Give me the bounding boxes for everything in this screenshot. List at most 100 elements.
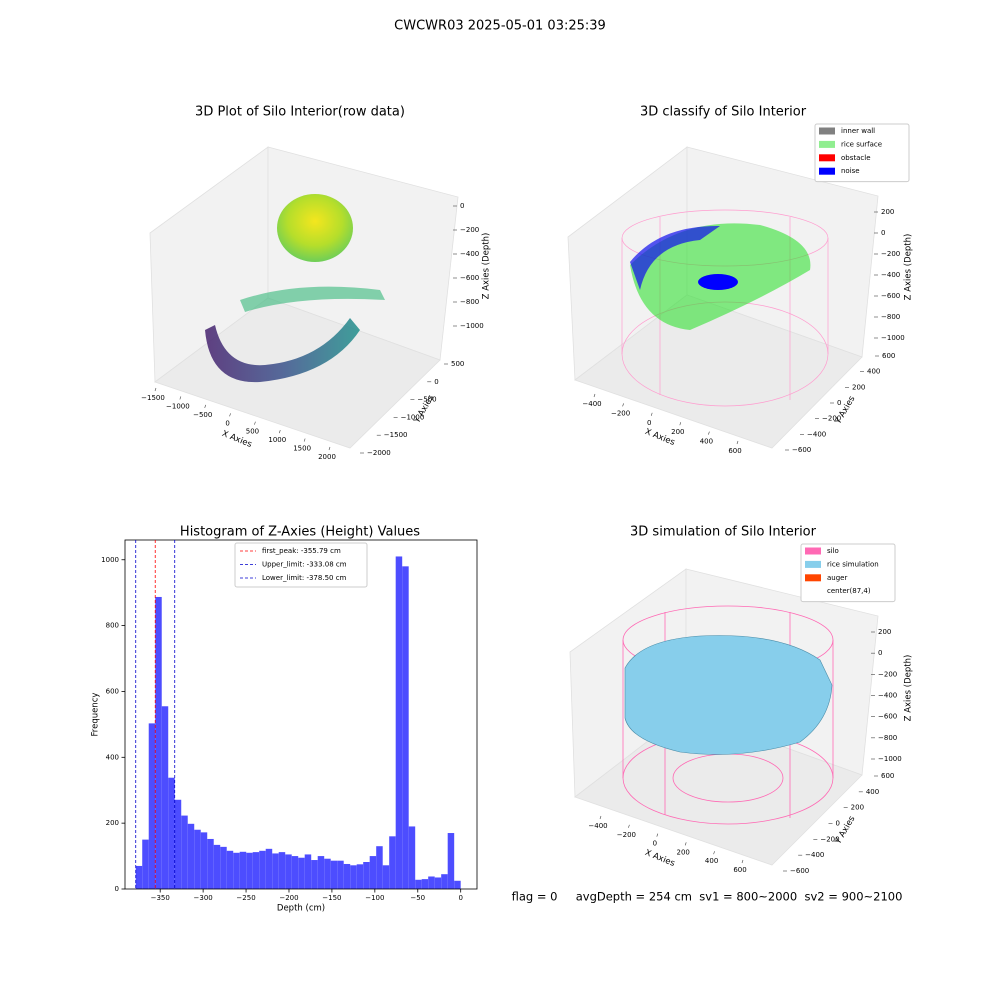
y-tick-label: 1000 (101, 556, 119, 564)
x-tick-mark (741, 859, 744, 864)
x-tick-label: −400 (588, 822, 607, 830)
y-tick-label: 200 (106, 819, 119, 827)
x-tick-label: −1000 (166, 402, 190, 410)
y-tick-label: 200 (852, 383, 865, 391)
x-tick-mark (599, 815, 602, 820)
x-tick-mark (628, 824, 630, 828)
histogram-bar (135, 865, 143, 889)
x-tick-mark (622, 403, 624, 407)
histogram-bar (239, 851, 247, 889)
legend-label: Lower_limit: -378.50 cm (262, 574, 347, 582)
histogram-bar (291, 856, 299, 889)
z-tick-label: −800 (878, 734, 897, 742)
histogram-bar (428, 876, 435, 889)
z-axis-label: Z Axies (Depth) (482, 233, 492, 300)
y-tick-label: 600 (881, 772, 894, 780)
legend-label: auger (827, 574, 847, 582)
histogram-bar (421, 879, 429, 889)
y-tick-label: 500 (451, 360, 464, 368)
x-tick-label: 400 (705, 857, 718, 865)
legend-patch (805, 560, 821, 568)
x-tick-mark (684, 842, 687, 846)
x-tick-label: −100 (365, 894, 384, 902)
histogram-bar (161, 706, 169, 889)
x-tick-label: −200 (617, 831, 636, 839)
x-tick-label: 600 (728, 447, 741, 455)
histogram-bar (187, 823, 195, 889)
chart-title: 3D classify of Silo Interior (640, 105, 807, 120)
histogram-bar (395, 556, 403, 889)
histogram-bar (447, 833, 455, 889)
legend-patch (819, 154, 835, 162)
x-tick-label: −250 (236, 894, 255, 902)
legend-patch (819, 127, 835, 135)
legend-label: silo (827, 547, 839, 555)
x-tick-mark (303, 438, 306, 442)
histogram-bar (246, 852, 253, 889)
x-tick-label: 200 (677, 848, 690, 856)
z-axis-label: Z Axies (Depth) (904, 655, 914, 722)
legend-label: first_peak: -355.79 cm (262, 547, 341, 555)
histogram-bar (155, 596, 162, 889)
histogram-bar (356, 864, 364, 889)
z-tick-label: −800 (460, 298, 479, 306)
legend-patch (805, 547, 821, 555)
y-tick-label: 0 (837, 399, 841, 407)
z-tick-label: −400 (878, 692, 897, 700)
y-tick-label: −600 (792, 446, 811, 454)
x-tick-mark (254, 421, 256, 425)
y-tick-label: 400 (866, 788, 879, 796)
x-tick-label: −400 (582, 400, 601, 408)
y-axis-label: Frequency (91, 693, 101, 737)
legend-box (234, 542, 368, 588)
status-text: flag = 0 avgDepth = 254 cm sv1 = 800~200… (512, 890, 903, 904)
y-tick-label: 0 (115, 885, 119, 893)
chart-title: Histogram of Z-Axies (Height) Values (180, 525, 420, 540)
plot-frame (124, 539, 478, 890)
histogram-bar (142, 839, 149, 889)
y-tick-label: −200 (822, 415, 841, 423)
x-tick-label: 0 (458, 894, 462, 902)
y-tick-label: 600 (882, 352, 895, 360)
histogram-bar (441, 874, 448, 889)
x-tick-label: 2000 (318, 453, 336, 461)
histogram-bar (382, 865, 390, 889)
z-tick-label: −200 (881, 250, 900, 258)
histogram-bar (415, 879, 422, 889)
point-cloud (205, 194, 385, 383)
z-tick-label: −1000 (881, 334, 905, 342)
legend-label: rice surface (841, 140, 882, 148)
x-tick-label: 0 (225, 419, 229, 427)
histogram-bar (350, 865, 357, 889)
histogram-bar (285, 854, 292, 889)
x-tick-mark (328, 446, 331, 451)
x-tick-label: 1500 (293, 445, 311, 453)
histogram-bar (265, 848, 273, 889)
z-tick-label: 0 (460, 202, 464, 210)
y-tick-label: 400 (867, 368, 880, 376)
histogram-bar (259, 850, 266, 889)
z-tick-label: −200 (878, 670, 897, 678)
y-tick-label: −1500 (384, 431, 408, 439)
histogram-bar (226, 850, 234, 889)
y-tick-label: −1000 (401, 413, 425, 421)
z-tick-label: −1000 (460, 322, 484, 330)
x-tick-label: 500 (246, 428, 259, 436)
histogram-bar (304, 854, 312, 889)
y-tick-label: 600 (106, 687, 119, 695)
x-tick-label: −500 (193, 411, 212, 419)
x-tick-mark (708, 431, 710, 435)
histogram-bar (389, 836, 396, 889)
y-tick-label: 200 (851, 804, 864, 812)
legend-label: obstacle (841, 154, 871, 162)
x-tick-mark (179, 396, 182, 400)
legend-patch (805, 574, 821, 582)
y-tick-label: −500 (417, 396, 436, 404)
legend-label: inner wall (841, 127, 875, 135)
x-tick-mark (154, 387, 157, 392)
cloud-blob (277, 194, 353, 262)
x-tick-mark (650, 412, 653, 416)
z-tick-label: −400 (881, 271, 900, 279)
z-tick-label: −200 (460, 226, 479, 234)
